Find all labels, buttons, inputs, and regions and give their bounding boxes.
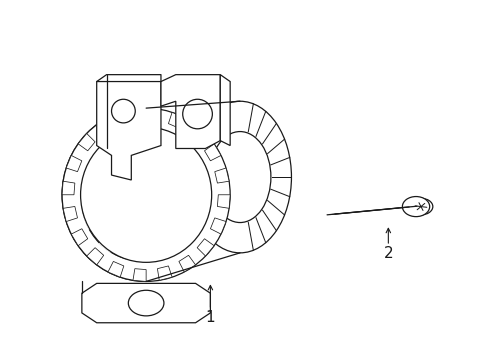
Ellipse shape — [125, 183, 157, 216]
Polygon shape — [78, 134, 95, 151]
Ellipse shape — [81, 127, 211, 262]
Ellipse shape — [188, 101, 291, 253]
Polygon shape — [157, 266, 172, 280]
Polygon shape — [204, 144, 221, 161]
Polygon shape — [133, 269, 146, 282]
Polygon shape — [146, 108, 159, 121]
Ellipse shape — [117, 175, 164, 224]
Ellipse shape — [183, 99, 212, 129]
Polygon shape — [97, 82, 161, 180]
Ellipse shape — [111, 99, 135, 123]
Polygon shape — [197, 239, 214, 256]
Polygon shape — [108, 261, 123, 277]
Polygon shape — [217, 195, 230, 208]
Ellipse shape — [133, 192, 149, 208]
Polygon shape — [81, 283, 210, 323]
Polygon shape — [210, 218, 225, 234]
Text: 1: 1 — [205, 310, 215, 325]
Ellipse shape — [402, 197, 429, 217]
Ellipse shape — [128, 290, 163, 316]
Polygon shape — [161, 75, 220, 148]
Polygon shape — [214, 168, 229, 183]
Ellipse shape — [136, 195, 146, 204]
Text: 2: 2 — [383, 246, 392, 261]
Ellipse shape — [408, 198, 432, 215]
Polygon shape — [71, 229, 87, 246]
Ellipse shape — [100, 156, 183, 243]
Polygon shape — [97, 118, 113, 134]
Polygon shape — [220, 75, 230, 145]
Ellipse shape — [62, 108, 230, 282]
Polygon shape — [86, 248, 103, 265]
Polygon shape — [179, 255, 195, 272]
Ellipse shape — [209, 131, 270, 222]
Ellipse shape — [109, 167, 172, 232]
Polygon shape — [188, 125, 205, 142]
Polygon shape — [62, 181, 75, 195]
Polygon shape — [63, 207, 77, 221]
Polygon shape — [120, 109, 135, 123]
Polygon shape — [66, 156, 81, 172]
Polygon shape — [168, 112, 184, 128]
Ellipse shape — [81, 139, 200, 261]
